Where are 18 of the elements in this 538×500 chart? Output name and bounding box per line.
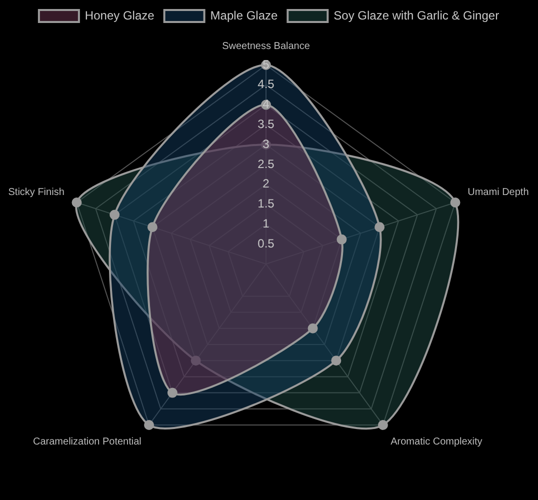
y-tick-label: 0.5 [258, 236, 275, 250]
legend-label: Honey Glaze [84, 8, 155, 22]
y-tick-label: 4 [262, 97, 270, 112]
y-tick-label: 5 [262, 57, 270, 72]
y-tick-label: 1 [262, 216, 270, 231]
y-tick-label: 2 [262, 176, 270, 191]
spoke-label: Sweetness Balance [222, 40, 310, 52]
spoke-label: Caramelization Potential [33, 436, 142, 448]
legend-label: Maple Glaze [210, 8, 278, 22]
y-tick-label: 3 [262, 136, 270, 151]
y-tick-label: 3.5 [258, 117, 275, 132]
y-tick-label: 4.5 [258, 77, 275, 92]
legend-label: Soy Glaze with Garlic & Ginger [334, 8, 500, 22]
spoke-label: Umami Depth [468, 187, 529, 198]
spoke-label: Sticky Finish [8, 187, 64, 198]
spoke-label: Aromatic Complexity [390, 436, 482, 448]
y-tick-label: 1.5 [258, 196, 275, 211]
y-tick-label: 2.5 [258, 156, 275, 171]
